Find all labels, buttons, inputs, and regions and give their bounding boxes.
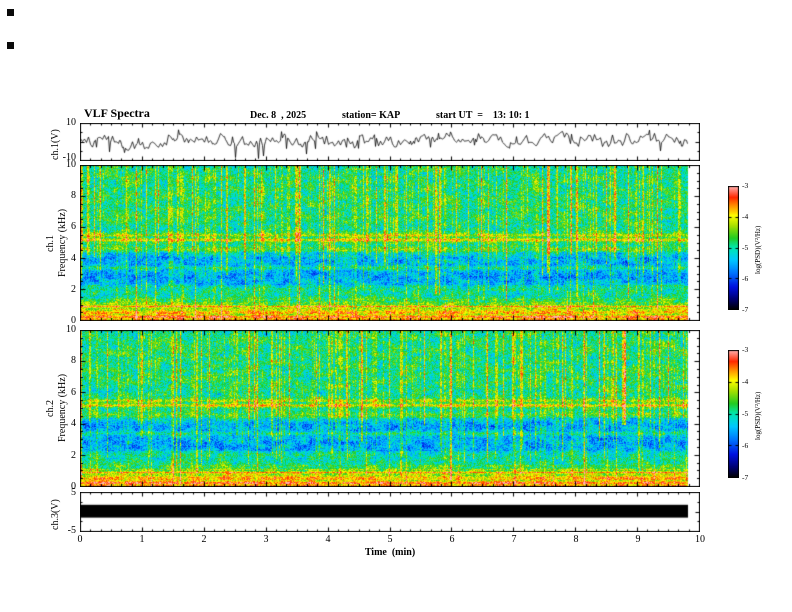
colorbar-tick-label: -4: [742, 212, 749, 221]
x-tick-label: 5: [387, 534, 393, 545]
screen-artifact-mark: [7, 9, 14, 16]
colorbar-2-label: log(PSD)(V²/Hz): [754, 391, 762, 440]
ch2-spectrogram-canvas: [80, 330, 700, 487]
colorbar-1: [728, 186, 739, 310]
colorbar-1-label: log(PSD)(V²/Hz): [754, 225, 762, 274]
spec1-frequency-label: Frequency (kHz): [57, 208, 68, 277]
colorbar-tick-label: -4: [742, 377, 749, 386]
spec2-channel-label: ch.2: [45, 400, 56, 417]
y-tick-label: 10: [66, 117, 76, 128]
colorbar-tick-label: -6: [742, 441, 749, 450]
y-tick-label: 2: [71, 283, 76, 295]
x-tick-label: 1: [139, 534, 145, 545]
y-tick-label: -5: [67, 525, 76, 536]
y-tick-label: 8: [71, 190, 76, 202]
x-tick-label: 3: [263, 534, 269, 545]
spec1-channel-label: ch.1: [45, 235, 56, 252]
y-tick-label: -10: [62, 152, 76, 163]
y-tick-label: 4: [71, 418, 76, 430]
spec2-frequency-label: Frequency (kHz): [57, 373, 68, 442]
x-tick-label: 0: [77, 534, 83, 545]
x-tick-label: 2: [201, 534, 207, 545]
colorbar-tick-label: -5: [742, 409, 749, 418]
x-tick-label: 8: [573, 534, 579, 545]
screen-artifact-mark: [7, 42, 14, 49]
station-label: station= KAP: [342, 110, 401, 121]
colorbar-tick-label: -7: [742, 305, 749, 314]
time-axis-title: Time (min): [364, 547, 416, 558]
x-tick-label: 7: [511, 534, 517, 545]
colorbar-tick-label: -3: [742, 181, 749, 190]
x-tick-label: 6: [449, 534, 455, 545]
ch1-spectrogram-canvas: [80, 165, 700, 321]
y-tick-label: 2: [71, 449, 76, 461]
ch3-waveform-canvas: [80, 492, 700, 532]
y-tick-label: 5: [71, 487, 76, 498]
x-tick-label: 10: [695, 534, 705, 545]
colorbar-2: [728, 350, 739, 478]
y-tick-label: 4: [71, 252, 76, 264]
date-label: Dec. 8 , 2025: [250, 110, 307, 121]
colorbar-tick-label: -6: [742, 274, 749, 283]
x-tick-label: 9: [635, 534, 641, 545]
y-tick-label: 0: [71, 315, 76, 326]
y-tick-label: 0: [71, 481, 76, 492]
y-tick-label: 8: [71, 355, 76, 367]
start-ut-label: start UT = 13: 10: 1: [436, 110, 530, 121]
y-tick-label: 6: [71, 386, 76, 398]
y-tick-label: 6: [71, 221, 76, 233]
y-tick-label: 10: [66, 324, 76, 335]
colorbar-tick-label: -7: [742, 473, 749, 482]
colorbar-tick-label: -5: [742, 243, 749, 252]
x-tick-label: 4: [325, 534, 331, 545]
y-tick-label: 10: [66, 159, 76, 170]
colorbar-tick-label: -3: [742, 345, 749, 354]
plot-title: VLF Spectra: [84, 106, 150, 120]
ch1-waveform-canvas: [80, 123, 700, 161]
